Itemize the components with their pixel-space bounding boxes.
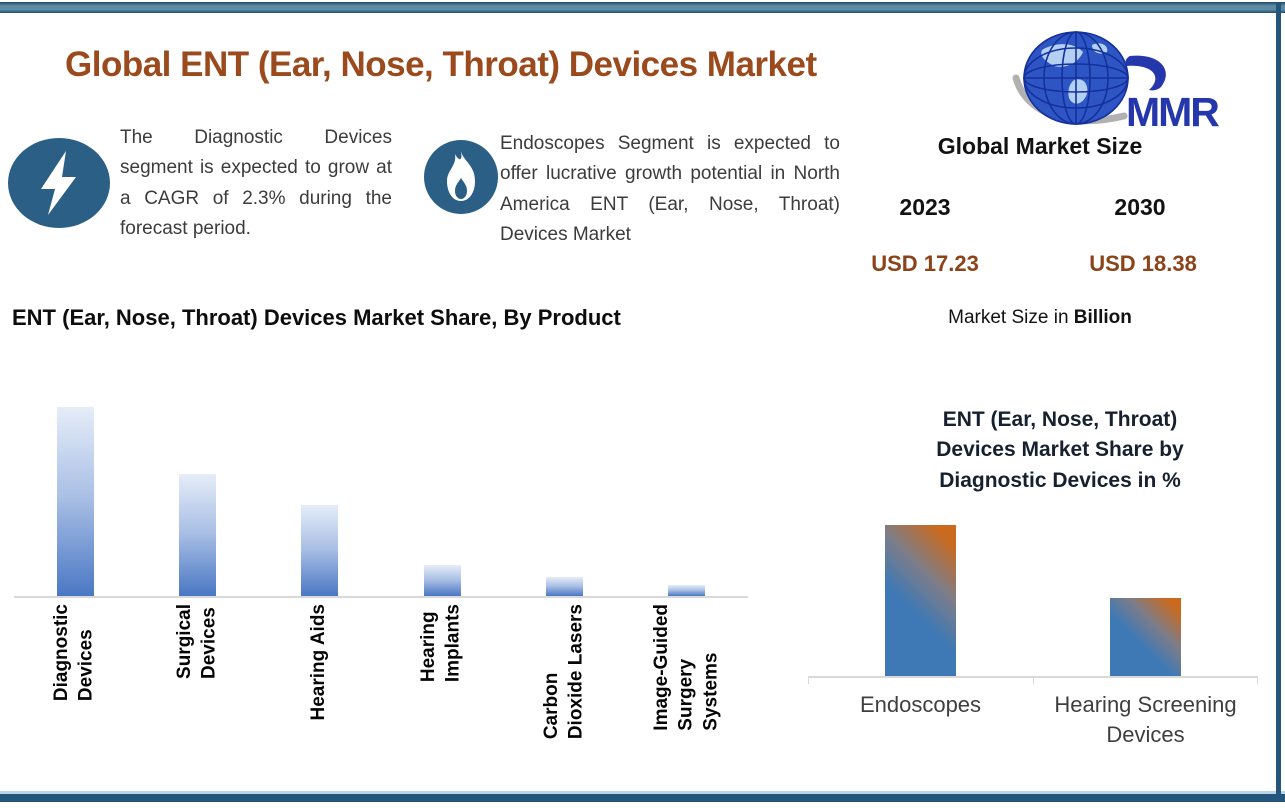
- axis-label-image-guided-surgery-systems: Image-Guided Surgery Systems: [650, 604, 722, 731]
- chart-title-diagnostic-devices: ENT (Ear, Nose, Throat) Devices Market S…: [936, 408, 1184, 492]
- bar-slot-hearing-implants: [381, 565, 503, 596]
- chart-axis-labels-diagnostic-devices: Endoscopes Hearing Screening Devices: [808, 690, 1258, 749]
- label-slot-image-guided-surgery-systems: Image-Guided Surgery Systems: [626, 604, 748, 731]
- label-slot-carbon-dioxide-lasers: Carbon Dioxide Lasers: [503, 604, 625, 739]
- axis-label-surgical-devices: Surgical Devices: [173, 604, 220, 679]
- market-size-value-2023: USD 17.23: [871, 251, 979, 276]
- bar-hearing-implants: [423, 565, 461, 596]
- top-border-band: [0, 2, 1285, 13]
- axis-label-diagnostic-devices: Diagnostic Devices: [51, 604, 98, 702]
- label-slot-hearing-aids: Hearing Aids: [259, 604, 381, 721]
- axis-label-endoscopes: Endoscopes: [859, 692, 982, 717]
- lightning-icon: [8, 138, 110, 228]
- logo-blue-swoosh: [1125, 55, 1166, 91]
- bar-diagnostic-devices: [56, 407, 94, 596]
- bar-endoscopes: [885, 525, 956, 676]
- market-size-note-unit: Billion: [1073, 307, 1132, 328]
- market-size-year-2023: 2023: [899, 194, 951, 220]
- market-size-note: Market Size in Billion: [860, 307, 1220, 329]
- bar-slot-hearing-screening-devices: [1033, 598, 1258, 676]
- bottom-border-band: [0, 791, 1285, 802]
- axis-tick-right: [1257, 676, 1258, 684]
- chart-plot-diagnostic-devices: [808, 520, 1258, 684]
- mmr-logo: MMR: [1012, 28, 1232, 136]
- label-slot-endoscopes: Endoscopes: [808, 690, 1033, 720]
- mmr-wordmark: MMR: [1126, 89, 1219, 135]
- chart-plot-by-product: [14, 398, 748, 598]
- chart-title-by-product: ENT (Ear, Nose, Throat) Devices Market S…: [12, 305, 621, 330]
- bar-slot-hearing-aids: [259, 505, 381, 596]
- label-slot-diagnostic-devices: Diagnostic Devices: [14, 604, 136, 701]
- callout-text-endoscopes: Endoscopes Segment is expected to offer …: [500, 133, 840, 246]
- market-size-year-2030: 2030: [1114, 194, 1166, 220]
- bar-slot-surgical-devices: [136, 474, 258, 596]
- axis-label-hearing-implants: Hearing Implants: [418, 604, 465, 683]
- axis-label-hearing-screening-devices: Hearing Screening Devices: [1054, 692, 1237, 747]
- axis-tick-left: [808, 676, 809, 684]
- label-slot-surgical-devices: Surgical Devices: [136, 604, 258, 679]
- bar-slot-diagnostic-devices: [14, 407, 136, 596]
- market-size-value-2030: USD 18.38: [1089, 251, 1197, 276]
- globe-continent-north: [1041, 44, 1083, 67]
- callout-text-diagnostic: The Diagnostic Devices segment is expect…: [120, 127, 392, 240]
- label-slot-hearing-implants: Hearing Implants: [381, 604, 503, 682]
- axis-label-hearing-aids: Hearing Aids: [308, 604, 330, 721]
- bar-surgical-devices: [178, 474, 216, 596]
- bar-hearing-screening-devices: [1110, 598, 1181, 676]
- label-slot-hearing-screening-devices: Hearing Screening Devices: [1033, 690, 1258, 749]
- globe-grid: [1023, 31, 1129, 125]
- axis-tick-middle: [1033, 676, 1034, 684]
- bar-carbon-dioxide-lasers: [545, 577, 583, 596]
- axis-label-carbon-dioxide-lasers: Carbon Dioxide Lasers: [540, 604, 587, 740]
- global-market-size-heading: Global Market Size: [937, 133, 1143, 159]
- bar-hearing-aids: [301, 505, 339, 596]
- chart-axis-labels-by-product: Diagnostic Devices Surgical Devices Hearin…: [14, 604, 748, 794]
- globe-icon: MMR: [1012, 31, 1221, 135]
- bar-slot-carbon-dioxide-lasers: [503, 577, 625, 596]
- bar-slot-image-guided-surgery-systems: [626, 585, 748, 596]
- bar-image-guided-surgery-systems: [668, 585, 706, 596]
- page-title: Global ENT (Ear, Nose, Throat) Devices M…: [65, 45, 817, 85]
- bar-slot-endoscopes: [808, 525, 1033, 676]
- right-border: [1276, 2, 1281, 802]
- flame-icon: [424, 140, 498, 214]
- market-size-note-prefix: Market Size in: [948, 307, 1074, 328]
